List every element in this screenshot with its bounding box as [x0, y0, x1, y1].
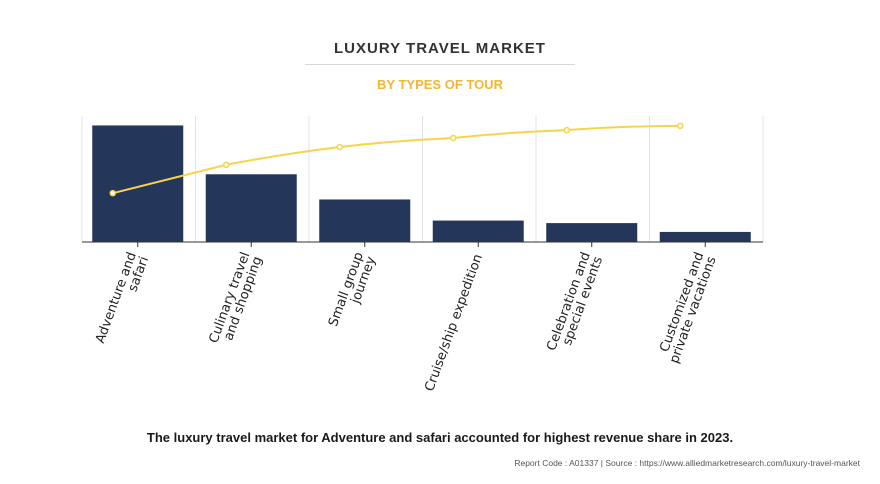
x-tick-label-line: Cruise/ship expedition: [422, 252, 486, 393]
source-note: Report Code : A01337 | Source : https://…: [514, 458, 860, 468]
chart-caption: The luxury travel market for Adventure a…: [146, 430, 734, 445]
line-point: [109, 189, 116, 197]
cumulative-line: [112, 124, 681, 195]
x-tick-label: Cruise/ship expedition: [422, 252, 486, 393]
bar-chart: Adventure andsafari Culinary traveland sh…: [81, 116, 764, 394]
bar: [319, 199, 411, 242]
x-tick-label: Small groupjourney: [326, 250, 379, 333]
bar: [659, 231, 751, 242]
line-point: [336, 143, 343, 151]
x-tick-label: Customized andprivate vacations: [655, 250, 720, 366]
chart-title: LUXURY TRAVEL MARKET: [334, 40, 546, 57]
line-point: [677, 122, 684, 130]
bar: [92, 125, 184, 242]
bar: [205, 174, 297, 242]
line-point: [563, 126, 570, 134]
x-tick-label: Culinary traveland shopping: [207, 250, 266, 349]
x-tick-label: Celebration andspecial events: [544, 250, 606, 357]
x-tick-label-line: Adventure and: [93, 250, 140, 345]
bar: [432, 220, 524, 242]
bar: [546, 223, 638, 242]
x-tick-label: Adventure andsafari: [93, 250, 152, 350]
line-point: [223, 161, 230, 169]
title-divider: [305, 64, 575, 65]
line-point: [450, 134, 457, 142]
chart-subtitle: BY TYPES OF TOUR: [377, 77, 503, 92]
